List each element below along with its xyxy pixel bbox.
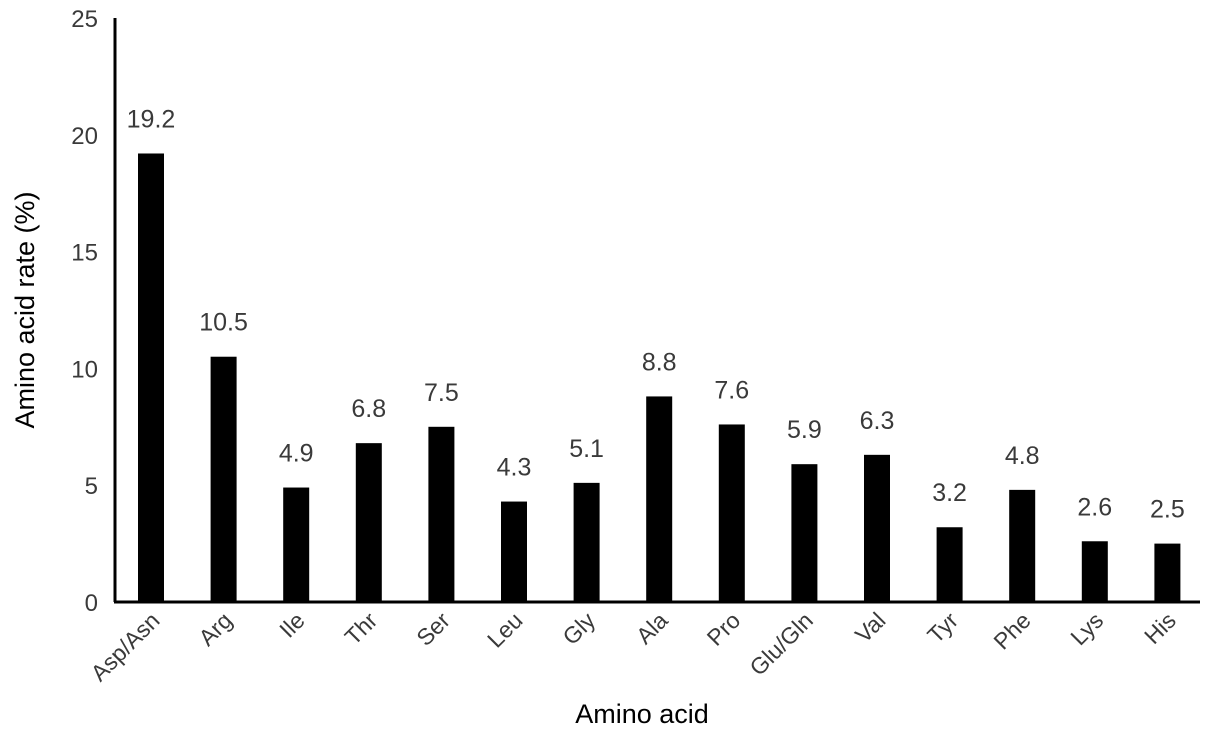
x-tick-label: Arg <box>193 607 237 651</box>
bar-value-label: 10.5 <box>199 309 248 337</box>
bar-value-label: 4.8 <box>1005 442 1040 470</box>
bar <box>355 443 382 602</box>
bar <box>936 527 963 602</box>
x-tick-label: His <box>1139 607 1181 649</box>
x-tick-label: Glu/Gln <box>744 607 818 681</box>
x-tick-label: Asp/Asn <box>86 607 165 686</box>
bar <box>646 396 673 602</box>
bar-value-label: 6.8 <box>351 395 386 423</box>
y-axis-ticks: 0 5 10 15 20 25 <box>71 6 98 617</box>
bars <box>138 153 1181 602</box>
y-axis-title: Amino acid rate (%) <box>10 191 40 428</box>
bar <box>501 501 527 602</box>
x-tick-label: Ser <box>411 607 455 651</box>
bar-value-label: 2.6 <box>1077 493 1112 521</box>
x-tick-label: Gly <box>557 607 600 650</box>
y-tick-label: 20 <box>71 123 98 150</box>
x-tick-label: Leu <box>482 607 528 653</box>
x-tick-label: Val <box>850 607 891 648</box>
bar-value-label: 7.6 <box>714 376 749 404</box>
x-tick-label: Tyr <box>922 607 963 648</box>
bar <box>864 454 890 602</box>
bar-value-label: 19.2 <box>127 105 176 133</box>
x-axis-title: Amino acid <box>575 699 709 729</box>
bar <box>1081 541 1108 602</box>
x-tick-label: Ile <box>274 607 310 643</box>
bar <box>791 464 818 602</box>
bar <box>138 153 164 602</box>
y-tick-label: 0 <box>85 590 98 617</box>
bar-value-label: 5.9 <box>787 416 822 444</box>
bar-value-label: 5.1 <box>569 435 604 463</box>
y-tick-label: 5 <box>85 473 98 500</box>
x-tick-label: Phe <box>988 607 1035 654</box>
x-axis-ticks: Asp/Asn Arg Ile Thr Ser Leu Gly Ala Pro Glu/Gln Va… <box>86 607 1181 686</box>
bar <box>428 426 455 602</box>
x-tick-label: Ala <box>631 607 673 649</box>
bar-value-label: 4.3 <box>497 454 532 482</box>
bar-value-label: 3.2 <box>932 479 967 507</box>
bar-value-label: 4.9 <box>279 440 314 468</box>
bar-value-label: 7.5 <box>424 379 459 407</box>
bar <box>573 482 600 602</box>
y-tick-label: 25 <box>71 6 98 33</box>
bar-value-label: 2.5 <box>1150 496 1185 524</box>
x-tick-label: Thr <box>340 607 383 650</box>
x-tick-label: Pro <box>702 607 746 651</box>
bar-value-label: 8.8 <box>642 348 677 376</box>
y-tick-label: 10 <box>71 356 98 383</box>
bar <box>1009 489 1036 602</box>
bar-value-label: 6.3 <box>860 407 895 435</box>
x-tick-label: Lys <box>1065 607 1108 650</box>
data-labels: 19.2 10.5 4.9 6.8 7.5 4.3 5.1 8.8 7.6 5.9 6.3 3.2 4.… <box>127 105 1185 523</box>
bar <box>210 356 237 602</box>
bar <box>718 424 745 602</box>
bar <box>1154 543 1181 602</box>
y-tick-label: 15 <box>71 240 98 267</box>
bar <box>283 487 310 602</box>
